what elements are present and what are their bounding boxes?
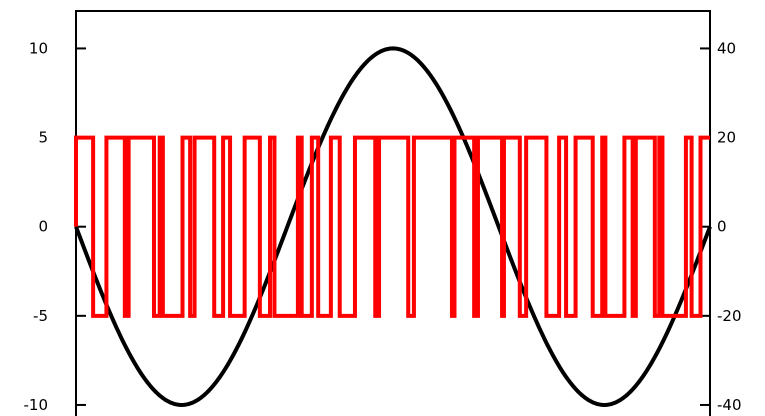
left-tick-label: 10 (29, 39, 48, 57)
right-tick-label: 20 (717, 129, 736, 147)
right-tick-label: 40 (717, 39, 736, 57)
series-pwm-line (74, 135, 710, 318)
plot-frame (75, 10, 711, 416)
left-tick-label: -5 (33, 307, 48, 325)
right-tick-label: -40 (717, 396, 742, 414)
left-tick-label: 0 (38, 218, 48, 236)
right-tick-label: -20 (717, 307, 742, 325)
right-tick-label: 0 (717, 218, 727, 236)
series-sine-line (74, 46, 712, 407)
left-tick-label: 5 (38, 129, 48, 147)
right-axis: 40 20 0 -20 -40 (700, 39, 742, 414)
left-axis: 10 5 0 -5 -10 (24, 39, 86, 414)
left-tick-label: -10 (24, 396, 49, 414)
